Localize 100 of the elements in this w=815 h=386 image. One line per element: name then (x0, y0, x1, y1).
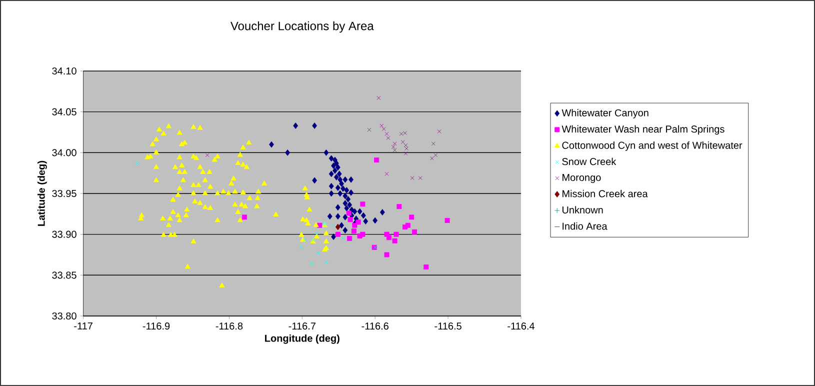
point (346, 196, 351, 202)
legend-label: Morongo (562, 174, 601, 183)
point (316, 251, 320, 256)
point (331, 162, 336, 169)
point (367, 128, 372, 132)
point (372, 217, 378, 224)
point (328, 170, 334, 178)
legend-label: Unknown (562, 206, 603, 214)
point (409, 214, 414, 220)
point (242, 214, 248, 220)
point (357, 208, 362, 215)
point (336, 170, 342, 178)
point (299, 245, 304, 250)
y-tick-label: 33.95 (52, 190, 76, 198)
point (396, 204, 402, 210)
point (344, 204, 350, 212)
point (341, 236, 345, 240)
y-tick-label: 33.90 (52, 230, 76, 238)
chart-title: Voucher Locations by Area (230, 21, 374, 33)
point (374, 158, 380, 163)
point (431, 142, 436, 146)
point (380, 209, 385, 216)
point (314, 232, 319, 236)
point (386, 136, 390, 140)
point (342, 192, 348, 200)
point (303, 238, 308, 242)
point (382, 127, 386, 131)
point (324, 149, 329, 156)
legend-label: Cottonwood Cyn and west of Whitewater (562, 142, 742, 151)
point (344, 187, 350, 194)
point (400, 140, 405, 144)
legend-label: Mission Creek area (562, 190, 648, 198)
point (335, 224, 340, 230)
point (399, 132, 404, 136)
point (328, 190, 334, 197)
point (363, 218, 368, 224)
point (293, 122, 298, 129)
point (328, 155, 334, 162)
point (338, 190, 343, 197)
point (334, 174, 339, 180)
point (328, 182, 334, 190)
point (285, 149, 290, 156)
point (351, 228, 356, 234)
x-axis-title: Longitude (deg) (265, 334, 340, 344)
point (135, 161, 140, 166)
y-tick-label: 34.05 (52, 108, 76, 116)
point (392, 148, 397, 152)
point (430, 156, 434, 160)
point (332, 167, 338, 174)
point (346, 210, 352, 216)
y-tick-label: 33.85 (52, 272, 76, 279)
point (402, 224, 408, 230)
point (331, 234, 336, 240)
point (424, 264, 429, 270)
point (392, 238, 398, 244)
point (332, 223, 336, 228)
y-axis-title: Latitude (deg) (38, 160, 47, 226)
x-tick-label: -116.6 (362, 322, 388, 330)
point (437, 129, 442, 134)
point (342, 214, 348, 220)
point (312, 177, 317, 184)
y-tick-label: 34.10 (52, 67, 76, 75)
point (412, 229, 417, 234)
legend-label: Whitewater Canyon (562, 109, 648, 118)
x-tick-label: -116.7 (288, 322, 316, 330)
point (404, 146, 408, 151)
point (335, 232, 340, 237)
point (342, 176, 348, 183)
point (418, 176, 422, 180)
point (360, 202, 366, 207)
point (403, 131, 407, 136)
point (321, 216, 326, 221)
point (444, 218, 450, 223)
point (342, 227, 348, 234)
x-tick-label: -116.9 (142, 322, 170, 330)
legend-label: Whitewater Wash near Palm Springs (562, 125, 724, 135)
point (338, 176, 343, 183)
point (360, 212, 366, 219)
point (384, 132, 389, 136)
y-tick-label: 34.00 (52, 149, 76, 156)
x-tick-label: -116.4 (508, 322, 535, 330)
point (339, 222, 344, 229)
x-tick-label: -116.8 (216, 322, 243, 330)
point (348, 189, 354, 196)
point (335, 164, 340, 171)
x-tick-label: -117 (74, 322, 92, 330)
point (392, 142, 397, 146)
point (347, 202, 352, 208)
legend-label: Indio Area (562, 222, 608, 230)
point (310, 262, 314, 266)
point (376, 96, 381, 100)
point (434, 153, 438, 158)
point (404, 152, 408, 156)
point (339, 180, 344, 187)
point (342, 200, 348, 206)
point (327, 213, 332, 220)
y-tick-label: 33.80 (52, 312, 76, 320)
point (410, 176, 414, 180)
point (384, 172, 389, 176)
point (404, 143, 408, 148)
